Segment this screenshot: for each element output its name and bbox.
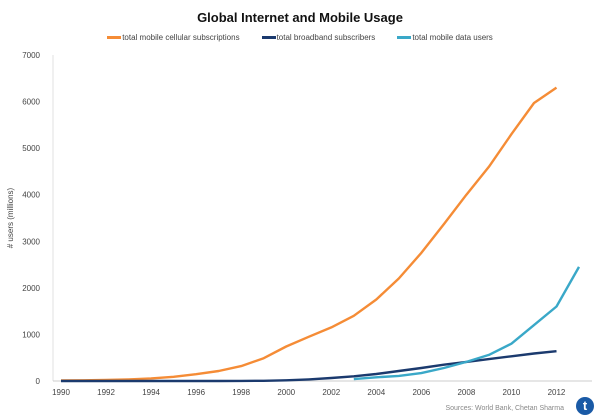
legend-label: total mobile data users [412,33,493,42]
y-tick-label: 1000 [22,330,40,339]
series-line-mobile-data [353,266,581,381]
chart-title: Global Internet and Mobile Usage [197,10,403,25]
series-line-broadband [61,350,557,383]
y-tick-label: 4000 [22,191,40,200]
series-line-mobile-cellular [60,86,558,382]
x-tick-label: 1998 [232,388,250,397]
x-tick-label: 2012 [548,388,566,397]
y-tick-label: 3000 [22,237,40,246]
x-tick-label: 2004 [367,388,385,397]
y-axis-label: # users (millions) [6,187,15,248]
y-tick-label: 5000 [22,144,40,153]
x-tick-label: 2010 [503,388,521,397]
legend-label: total broadband subscribers [276,33,376,42]
legend-swatch [397,36,412,39]
x-tick-label: 2002 [322,388,340,397]
y-tick-label: 2000 [22,284,40,293]
legend: total mobile cellular subscriptions tota… [0,33,600,42]
x-tick-label: 1996 [187,388,205,397]
x-tick-label: 1992 [97,388,115,397]
x-tick-label: 2000 [277,388,295,397]
x-tick-label: 1994 [142,388,160,397]
source-note: Sources: World Bank, Chetan Sharma [445,405,564,412]
legend-label: total mobile cellular subscriptions [122,33,240,42]
x-tick-label: 2006 [412,388,430,397]
brand-logo: t [576,397,594,415]
legend-swatch [261,36,276,39]
x-tick-label: 1990 [52,388,70,397]
x-tick-label: 2008 [457,388,475,397]
legend-item-broadband: total broadband subscribers [261,33,376,42]
y-tick-label: 7000 [22,51,40,60]
y-tick-label: 6000 [22,98,40,107]
legend-item-mobile-cellular: total mobile cellular subscriptions [107,33,240,42]
y-tick-label: 0 [36,377,41,386]
legend-swatch [107,36,122,39]
legend-item-mobile-data: total mobile data users [397,33,493,42]
